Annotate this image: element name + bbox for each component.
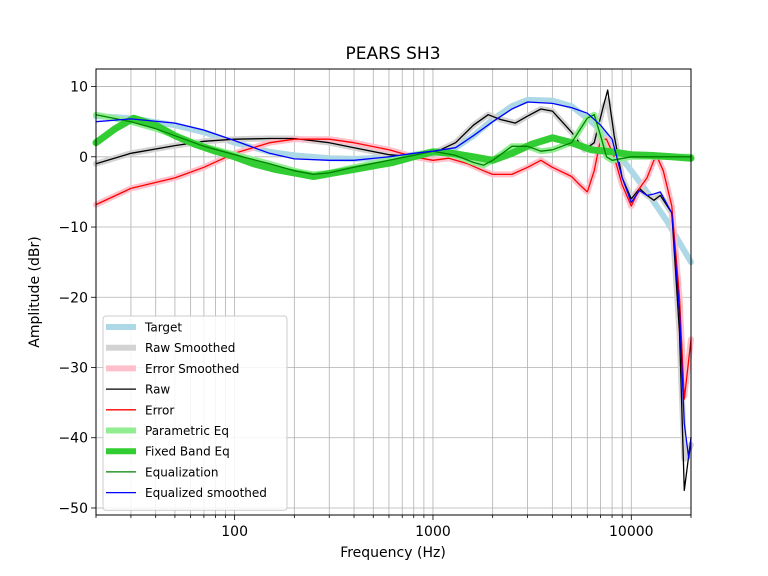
series-raw-line [95, 89, 692, 492]
y-axis-label: Amplitude (dBr) [27, 236, 43, 347]
y-tick-label: 10 [70, 80, 88, 96]
legend-label-raw-smoothed: Raw Smoothed [145, 341, 235, 355]
y-tick-label: 0 [79, 150, 88, 166]
legend-label-parametric-eq: Parametric Eq [145, 424, 229, 438]
plot-frame [95, 68, 692, 516]
legend: Target Raw Smoothed Error Smoothed Raw Error… [102, 315, 288, 511]
series-equalization-line [95, 114, 692, 176]
legend-label-fixed-band-eq: Fixed Band Eq [145, 445, 230, 459]
legend-box [102, 315, 288, 511]
y-tick-label: −20 [58, 290, 88, 306]
series-fixed-band-eq-line [92, 114, 695, 180]
x-tick-label: 1000 [415, 524, 451, 540]
legend-label-error: Error [145, 403, 174, 417]
legend-label-target: Target [144, 321, 182, 335]
legend-label-equalized-smoothed: Equalized smoothed [145, 486, 267, 500]
legend-label-raw: Raw [145, 383, 170, 397]
y-tick-label: −50 [58, 501, 88, 517]
chart-title: PEARS SH3 [345, 44, 440, 64]
legend-label-equalization: Equalization [145, 465, 218, 479]
y-axis: 10 0 −10 −20 −30 −40 −50 [58, 80, 96, 517]
legend-label-error-smoothed: Error Smoothed [145, 362, 239, 376]
x-tick-label: 100 [221, 524, 248, 540]
series-layer [92, 89, 695, 492]
x-axis: 100 1000 10000 [95, 515, 692, 540]
x-tick-label: 10000 [609, 524, 654, 540]
y-tick-label: −40 [58, 431, 88, 447]
series-equalized-smoothed-line [95, 101, 692, 460]
y-tick-label: −30 [58, 361, 88, 377]
series-error-line [95, 138, 692, 400]
x-axis-label: Frequency (Hz) [340, 545, 446, 561]
y-tick-label: −10 [58, 220, 88, 236]
